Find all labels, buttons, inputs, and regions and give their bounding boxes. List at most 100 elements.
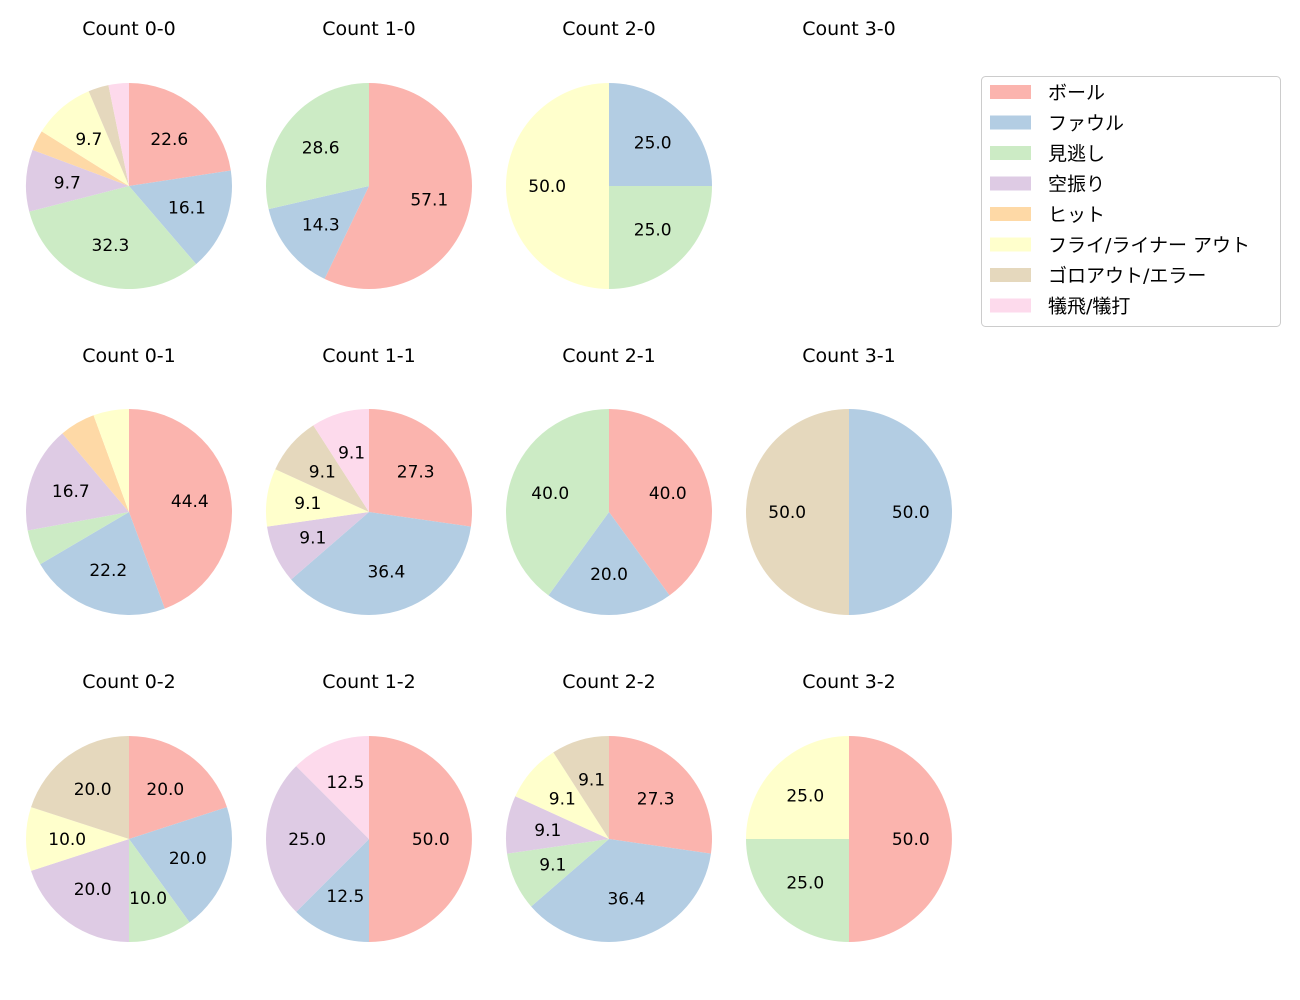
slice-label: 9.1 — [338, 444, 365, 464]
pie-slice — [275, 425, 369, 512]
pie-slice — [62, 415, 129, 512]
slice-label: 22.2 — [89, 561, 127, 581]
pie-slice — [268, 186, 369, 279]
pie-slice — [129, 409, 232, 609]
legend-swatch — [990, 207, 1031, 221]
slice-label: 50.0 — [892, 503, 930, 523]
slice-label: 36.4 — [607, 889, 645, 909]
slice-label: 9.1 — [294, 494, 321, 514]
pie-slice — [108, 83, 129, 186]
slice-label: 12.5 — [326, 773, 364, 793]
legend-swatch — [990, 237, 1031, 252]
pie-slice — [506, 83, 609, 289]
pie-slice — [265, 83, 369, 210]
legend-label: ゴロアウト/エラー — [1048, 265, 1206, 287]
slice-label: 20.0 — [590, 565, 628, 585]
pie-slice — [26, 433, 130, 531]
slice-label: 40.0 — [649, 484, 687, 504]
pie-chart: Count 0-0 22.6 16.1 32.3 9.7 9.7 — [26, 18, 232, 289]
pie-chart: Count 3-1 50.0 50.0 — [746, 345, 952, 615]
pie-slice — [129, 170, 232, 265]
pie-title: Count 1-0 — [322, 18, 416, 40]
pie-slice — [41, 91, 129, 186]
slice-label: 9.1 — [309, 463, 336, 483]
pie-title: Count 3-2 — [802, 671, 896, 693]
slice-label: 9.1 — [539, 856, 566, 876]
pie-slice — [291, 512, 471, 616]
pie-slice — [553, 736, 609, 839]
pie-chart: Count 3-2 50.0 25.0 25.0 — [746, 671, 952, 942]
pie-slice — [267, 512, 369, 580]
slice-label: 57.1 — [410, 191, 448, 211]
pie-chart: Count 1-127.336.49.19.19.19.1 — [265, 345, 472, 616]
pie-chart: Count 1-2 50.0 12.5 25.0 12.5 — [266, 671, 472, 942]
pie-slice — [129, 83, 231, 186]
pie-slice — [88, 85, 129, 186]
legend-swatch — [990, 146, 1031, 160]
slice-label: 25.0 — [634, 221, 672, 241]
pie-slice — [507, 839, 609, 907]
pie-title: Count 3-1 — [802, 345, 896, 367]
legend-swatch — [990, 268, 1031, 282]
slice-label: 50.0 — [892, 830, 930, 850]
pie-slice — [29, 186, 197, 289]
pie-title: Count 2-2 — [562, 671, 656, 693]
slice-label: 27.3 — [397, 463, 435, 483]
pie-slice — [26, 149, 130, 212]
legend-label: 見逃し — [1048, 143, 1105, 165]
pie-title: Count 0-1 — [82, 345, 176, 367]
pie-chart: Count 3-0 — [802, 18, 896, 40]
pie-slice — [609, 83, 712, 186]
slice-label: 9.1 — [578, 771, 605, 791]
slice-label: 10.0 — [48, 830, 86, 850]
pie-title: Count 3-0 — [802, 18, 896, 40]
pie-slice — [746, 839, 849, 942]
pie-slice — [32, 131, 129, 186]
pie-slice — [849, 736, 952, 942]
pie-slice — [609, 736, 712, 854]
pie-slice — [506, 409, 609, 596]
pie-chart: Count 1-0 57.1 14.3 28.6 — [265, 18, 472, 290]
slice-label: 9.1 — [549, 790, 576, 810]
pie-slice — [266, 766, 369, 912]
slice-label: 32.3 — [92, 236, 130, 256]
slice-label: 50.0 — [412, 830, 450, 850]
pie-slice — [369, 736, 472, 942]
pie-title: Count 2-1 — [562, 345, 656, 367]
pie-slice — [324, 83, 472, 290]
pie-slice — [31, 839, 129, 942]
slice-label: 14.3 — [302, 216, 340, 236]
slice-label: 16.1 — [168, 198, 206, 218]
pie-title: Count 0-0 — [82, 18, 176, 40]
legend-swatch — [990, 298, 1031, 313]
pie-slice — [849, 409, 952, 615]
legend-swatch — [990, 85, 1031, 99]
slice-label: 20.0 — [74, 880, 112, 900]
pie-slice — [746, 736, 849, 839]
pie-chart: Count 2-0 25.0 25.0 50.0 — [506, 18, 712, 289]
pie-slice — [609, 409, 713, 596]
pie-slice — [93, 409, 129, 512]
pie-slice — [313, 409, 369, 512]
slice-label: 27.3 — [637, 790, 675, 810]
legend-label: 空振り — [1048, 174, 1105, 196]
slice-label: 25.0 — [786, 786, 824, 806]
slice-label: 28.6 — [302, 139, 340, 159]
pie-title: Count 2-0 — [562, 18, 656, 40]
slice-label: 9.7 — [75, 130, 102, 150]
legend-label: ファウル — [1048, 113, 1124, 135]
pie-slice — [129, 736, 227, 839]
slice-label: 16.7 — [52, 482, 90, 502]
pie-slice — [609, 186, 712, 289]
slice-label: 25.0 — [634, 133, 672, 153]
slice-label: 25.0 — [786, 874, 824, 894]
pie-slice — [369, 409, 472, 527]
slice-label: 36.4 — [367, 562, 405, 582]
slice-label: 44.4 — [171, 492, 209, 512]
slice-label: 9.1 — [534, 821, 561, 841]
pie-chart: Count 0-1 44.4 22.2 16.7 — [26, 345, 232, 615]
pie-slice — [25, 807, 129, 871]
slice-label: 9.7 — [54, 174, 81, 194]
